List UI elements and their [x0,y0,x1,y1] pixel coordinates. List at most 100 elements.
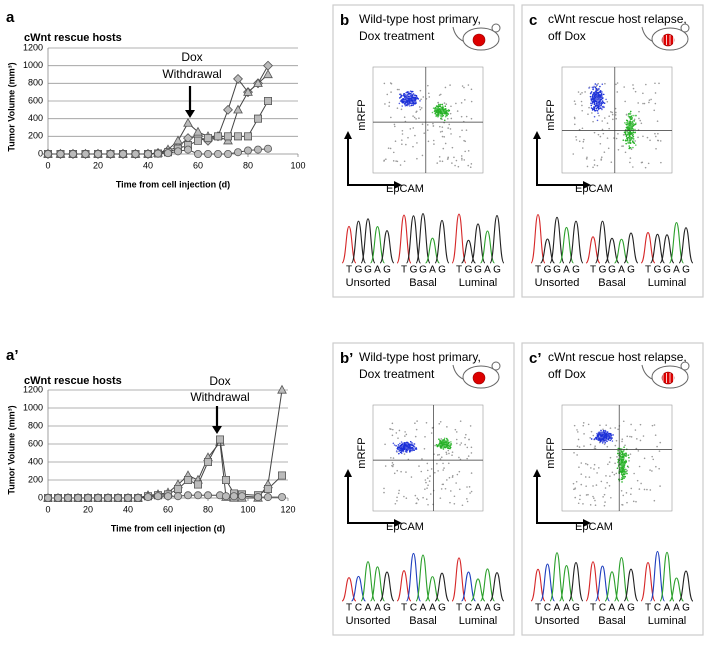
flow-event [593,97,595,99]
flow-event [415,428,418,431]
flow-event [449,501,451,504]
annotation: Dox [209,374,230,388]
flow-event [424,488,426,490]
flow-event [623,446,625,448]
flow-event [441,130,444,133]
flow-event [455,159,458,162]
flow-event [443,467,445,469]
flow-event [604,438,607,441]
flow-event [469,492,471,494]
flow-event [466,457,468,460]
flow-event [455,431,458,433]
marker [253,114,263,123]
flow-event [404,93,406,96]
flow-event [449,447,451,450]
flow-event [464,443,466,446]
panel-letter: a’ [6,347,19,364]
flow-event [403,116,406,119]
base-letter: T [456,603,462,614]
flow-event [599,94,602,97]
base-letter: C [465,603,472,614]
base-letter: G [627,265,635,276]
arrowhead [344,131,352,139]
marker [277,384,287,394]
trace-peak [341,577,357,602]
flow-event [384,443,386,446]
flow-event [410,104,413,107]
flow-event [470,163,473,165]
flow-event [468,438,470,441]
flow-event [410,100,412,103]
flow-event [624,444,626,447]
group-label: Luminal [648,277,687,289]
flow-event [592,88,594,91]
flow-event [575,480,578,483]
flow-event [396,499,398,502]
marker [104,493,113,502]
y-tick-label: 600 [28,438,43,448]
flow-event [590,91,593,93]
flow-event [427,484,429,487]
flow-event [466,446,469,449]
flow-event [448,476,451,479]
flow-event [659,140,662,142]
flow-event [465,433,467,436]
base-letter: C [654,603,661,614]
flow-event [653,109,656,112]
flow-event [617,452,619,455]
flow-event [594,94,596,96]
flow-event [586,156,588,159]
flow-event [595,91,598,93]
trace-peak [623,568,639,602]
flow-event [629,139,632,142]
flow-event [591,86,594,89]
flow-event [591,112,593,114]
flow-event [413,443,416,445]
mouse-ear [680,23,690,33]
flow-event [421,458,423,460]
flow-event [397,492,400,495]
y-axis-label: mRFP [545,99,557,130]
flow-event [446,113,449,116]
flow-event [602,106,605,108]
flow-event [401,100,403,103]
marker [243,86,253,96]
mouse-tail [452,26,464,42]
flow-event [409,440,412,443]
flow-event [587,493,589,496]
flow-event [599,105,601,107]
trace-peak [341,225,357,264]
flow-event [406,91,409,94]
flow-event [590,92,592,94]
trace-peak [405,552,422,602]
flow-event [447,449,450,452]
flow-event [410,449,412,452]
flow-event [593,107,596,109]
flow-event [447,462,450,465]
flow-event [427,140,430,143]
flow-event [442,147,445,150]
flow-event [603,117,606,119]
flow-event [405,143,407,146]
base-letter: G [572,265,580,276]
flow-event [637,450,640,452]
flow-event [402,101,405,104]
flow-event [593,85,595,88]
flow-event [628,122,631,125]
flow-event [408,103,411,105]
flow-event [424,479,427,481]
flow-event [446,441,449,443]
flow-event [412,127,415,129]
flow-event [444,105,447,108]
flow-event [585,485,587,487]
group-label: Basal [598,615,626,627]
flow-event [604,441,606,444]
flow-event [398,102,401,105]
base-letter: T [590,603,596,614]
flow-event [441,109,443,112]
flow-event [572,482,575,485]
x-axis-label: EpCAM [386,183,424,195]
flow-event [388,105,390,107]
base-letter: G [682,603,690,614]
flow-event [654,132,656,135]
